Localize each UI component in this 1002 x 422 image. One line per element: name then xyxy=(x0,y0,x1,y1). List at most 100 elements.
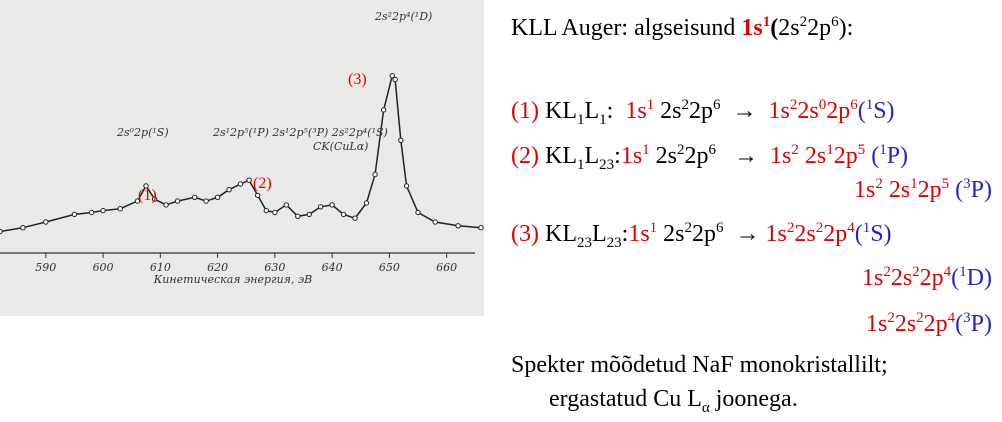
annotation: 2s¹2p⁵(¹P) 2s¹2p⁵(³P) 2s²2p⁴(¹S) xyxy=(212,126,388,139)
text-segment: 2 xyxy=(791,142,799,158)
text-segment: 2p xyxy=(823,221,848,247)
text-segment: 2 xyxy=(786,220,795,236)
data-point xyxy=(380,107,387,113)
data-point xyxy=(191,194,198,201)
text-segment: 1s xyxy=(620,143,643,169)
text-line: Spekter mõõdetud NaF monokristallilt; xyxy=(511,351,888,379)
text-segment: 2s xyxy=(894,311,917,337)
data-point xyxy=(415,209,421,216)
text-segment: ( xyxy=(854,221,863,247)
text-segment: KLL Auger: algseisund xyxy=(511,15,742,41)
text-segment: ( xyxy=(955,311,964,337)
text-segment: 1s xyxy=(768,98,790,124)
text-segment: 2s xyxy=(778,15,800,41)
text-segment: ): xyxy=(838,15,854,41)
text-segment: 2s xyxy=(654,98,682,124)
text-segment: 2p xyxy=(807,15,832,41)
text-segment: 1 xyxy=(879,142,887,158)
text-line: 1s2 2s12p5 (3P) xyxy=(854,170,992,204)
text-segment: 2p xyxy=(826,98,851,124)
text-segment: joonega. xyxy=(709,386,798,412)
text-segment: L xyxy=(584,98,600,124)
x-tick-label: 590 xyxy=(35,261,56,274)
text-line: (1) KL1L1: 1s1 2s22p6 → 1s22s02p6(1S) xyxy=(511,91,895,134)
text-segment: 5 xyxy=(941,176,950,192)
data-point xyxy=(372,171,378,178)
annotation: 2s²2p⁴(¹D) xyxy=(374,10,432,23)
text-segment: 1s xyxy=(625,98,647,124)
text-segment: 2p xyxy=(919,265,944,291)
text-segment: D) xyxy=(966,265,992,291)
data-point xyxy=(246,177,252,183)
text-segment: L xyxy=(584,143,600,169)
text-segment: 23 xyxy=(576,234,592,251)
text-segment: 2s xyxy=(890,265,913,291)
data-point xyxy=(20,225,26,231)
text-segment: ( xyxy=(857,98,866,124)
text-segment: 2s xyxy=(797,98,819,124)
x-tick-label: 650 xyxy=(379,261,400,274)
text-segment: P) xyxy=(970,177,992,203)
text-segment: 3 xyxy=(963,310,971,326)
text-segment: 6 xyxy=(716,220,724,236)
data-point xyxy=(134,198,141,204)
text-segment: 2 xyxy=(681,97,690,113)
annotation: CK(CuLα) xyxy=(313,140,368,153)
text-segment: 1s xyxy=(770,143,792,169)
text-segment: 2p xyxy=(833,143,858,169)
text-segment: 1 xyxy=(646,97,655,113)
spectrum-figure: 590 600 610 620 630 640 650 660 Кинетическая эне… xyxy=(0,0,484,316)
text-segment: : xyxy=(621,221,629,247)
data-point xyxy=(272,209,278,216)
text-segment: (3) xyxy=(511,221,539,247)
text-segment: : xyxy=(606,98,626,124)
text-segment: 2s xyxy=(649,143,678,169)
text-segment: 1 xyxy=(576,156,585,173)
text-segment: 6 xyxy=(713,97,721,113)
data-point xyxy=(363,200,370,206)
text-segment: 1s xyxy=(765,221,787,247)
text-segment: 2p xyxy=(692,221,717,247)
text-segment: 1s xyxy=(853,177,876,203)
text-segment: 1 xyxy=(762,14,771,30)
data-point xyxy=(71,211,78,218)
data-point xyxy=(117,206,123,212)
data-point xyxy=(254,192,261,199)
data-point xyxy=(295,213,301,220)
text-segment: 0 xyxy=(818,97,827,113)
text-segment: Spekter mõõdetud NaF monokristallilt; xyxy=(511,352,888,378)
data-point xyxy=(398,137,404,144)
data-point xyxy=(203,198,209,204)
data-point xyxy=(455,223,461,229)
x-tick-label: 640 xyxy=(322,261,343,274)
text-segment: 2p xyxy=(684,143,709,169)
annotation: (1) xyxy=(138,187,157,204)
text-segment: : xyxy=(614,143,621,169)
text-segment: 2 xyxy=(875,176,883,192)
text-segment: 2 xyxy=(912,264,920,280)
data-point xyxy=(478,225,484,231)
data-point xyxy=(283,202,290,208)
text-segment: 2 xyxy=(677,142,685,158)
annotation: (2) xyxy=(253,175,272,192)
text-segment: 23 xyxy=(599,156,615,173)
text-segment: 1 xyxy=(649,220,658,236)
text-segment: 2 xyxy=(799,14,808,30)
text-segment: 1 xyxy=(826,142,834,158)
text-segment: 6 xyxy=(831,14,839,30)
text-segment: 4 xyxy=(847,220,855,236)
data-point xyxy=(174,198,181,204)
text-line: (3) KL23L23:1s1 2s22p6 → 1s22s22p4(1S) xyxy=(511,214,892,257)
x-axis-label: Кинетическая энергия, эВ xyxy=(153,273,312,286)
text-segment: 6 xyxy=(850,97,858,113)
text-segment: → xyxy=(716,143,771,169)
x-tick-label: 610 xyxy=(150,261,171,274)
text-segment: → xyxy=(720,98,769,124)
data-point xyxy=(317,204,324,210)
text-segment: ( xyxy=(770,15,779,41)
text-segment: 2p xyxy=(917,177,942,203)
text-segment: 1s xyxy=(628,221,650,247)
text-segment: ergastatud Cu L xyxy=(549,386,702,412)
data-point xyxy=(43,219,49,225)
